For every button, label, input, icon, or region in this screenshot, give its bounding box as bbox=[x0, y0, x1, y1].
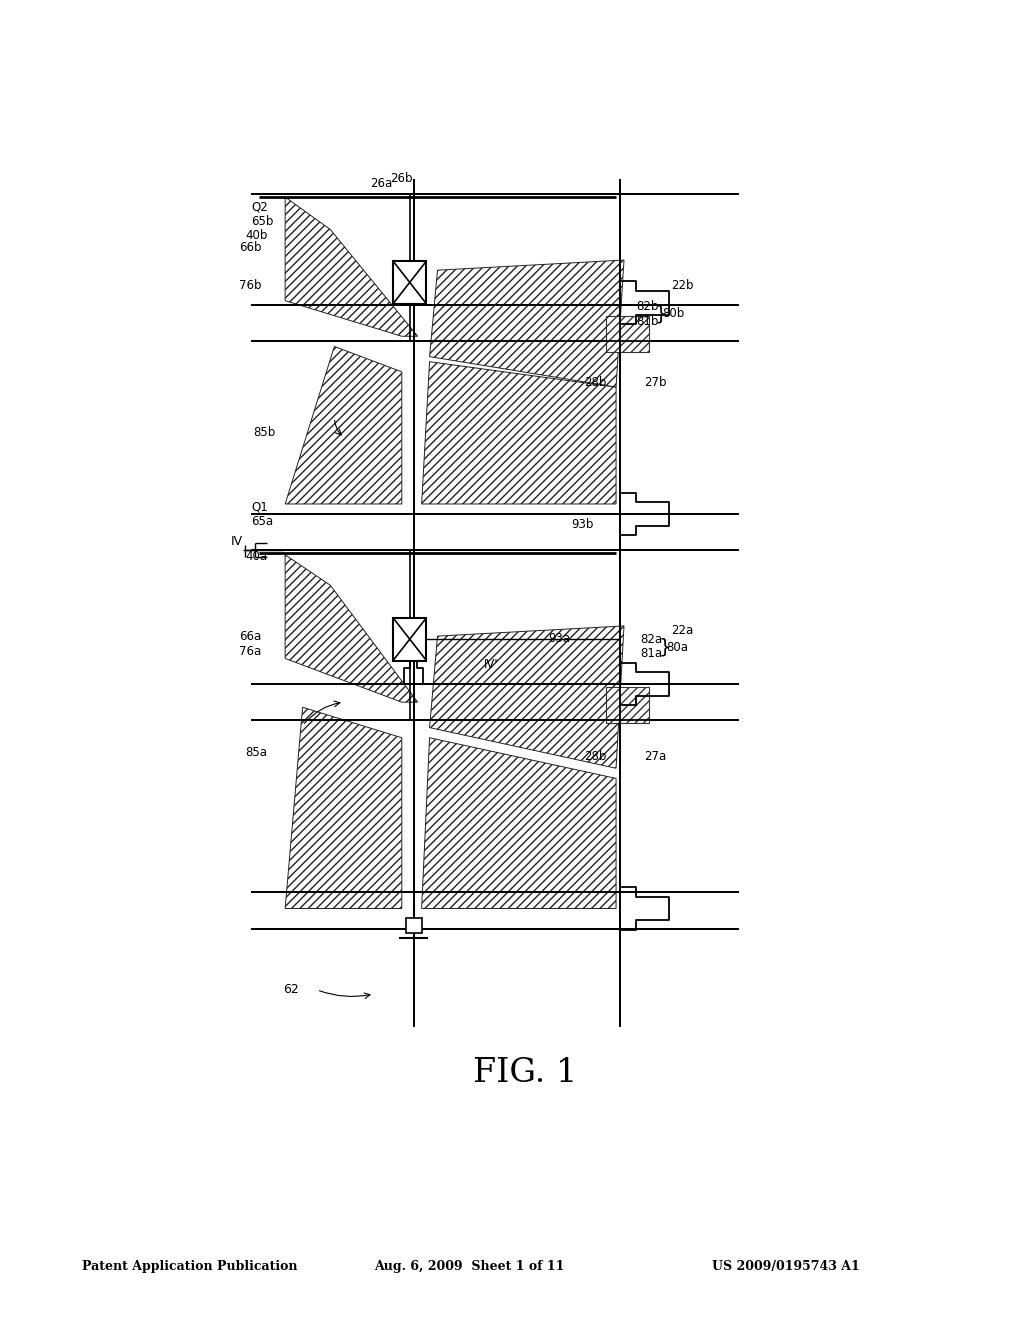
Polygon shape bbox=[422, 362, 616, 504]
Text: 85b: 85b bbox=[253, 426, 275, 440]
Text: 76b: 76b bbox=[240, 279, 261, 292]
Polygon shape bbox=[285, 346, 401, 504]
Text: 28b: 28b bbox=[585, 375, 606, 388]
Polygon shape bbox=[285, 554, 418, 702]
Text: 22a: 22a bbox=[672, 623, 694, 636]
Text: 76a: 76a bbox=[240, 645, 261, 657]
Text: 81a: 81a bbox=[640, 647, 662, 660]
Text: FIG. 1: FIG. 1 bbox=[473, 1057, 577, 1089]
Text: Q2: Q2 bbox=[251, 201, 267, 214]
Polygon shape bbox=[285, 708, 401, 908]
Text: 81b: 81b bbox=[636, 314, 658, 327]
Text: 66b: 66b bbox=[240, 242, 261, 255]
Polygon shape bbox=[422, 738, 616, 908]
Text: 66a: 66a bbox=[240, 630, 261, 643]
Text: 40b: 40b bbox=[246, 230, 268, 242]
Text: 80a: 80a bbox=[666, 640, 688, 653]
Text: 65a: 65a bbox=[251, 515, 273, 528]
Text: 82b: 82b bbox=[636, 300, 658, 313]
Text: Aug. 6, 2009  Sheet 1 of 11: Aug. 6, 2009 Sheet 1 of 11 bbox=[374, 1259, 564, 1272]
Text: Patent Application Publication: Patent Application Publication bbox=[82, 1259, 297, 1272]
Bar bbox=[606, 686, 649, 722]
Text: 28b: 28b bbox=[585, 750, 606, 763]
Text: 27a: 27a bbox=[644, 750, 666, 763]
Bar bbox=[393, 618, 426, 660]
Polygon shape bbox=[430, 260, 624, 387]
Text: 93b: 93b bbox=[570, 517, 593, 531]
Text: 65b: 65b bbox=[251, 215, 273, 228]
Text: 85a: 85a bbox=[246, 747, 267, 759]
Text: IV: IV bbox=[231, 535, 244, 548]
Text: 93a: 93a bbox=[549, 632, 570, 644]
Polygon shape bbox=[285, 197, 418, 337]
Text: Q1: Q1 bbox=[251, 500, 267, 513]
Text: 82a: 82a bbox=[640, 632, 662, 645]
Text: 22b: 22b bbox=[672, 279, 694, 292]
Text: 62: 62 bbox=[284, 983, 299, 997]
Text: 40a: 40a bbox=[246, 550, 267, 564]
Text: 80b: 80b bbox=[663, 308, 684, 321]
Text: US 2009/0195743 A1: US 2009/0195743 A1 bbox=[712, 1259, 859, 1272]
Text: }: } bbox=[654, 305, 667, 323]
Text: }: } bbox=[658, 638, 671, 657]
Text: 26a: 26a bbox=[370, 177, 392, 190]
Text: 26b: 26b bbox=[390, 172, 413, 185]
Bar bbox=[606, 315, 649, 351]
Text: IV': IV' bbox=[483, 659, 498, 671]
Bar bbox=[393, 261, 426, 304]
Text: 27b: 27b bbox=[644, 375, 667, 388]
Polygon shape bbox=[430, 626, 624, 768]
Bar bbox=[406, 917, 422, 933]
